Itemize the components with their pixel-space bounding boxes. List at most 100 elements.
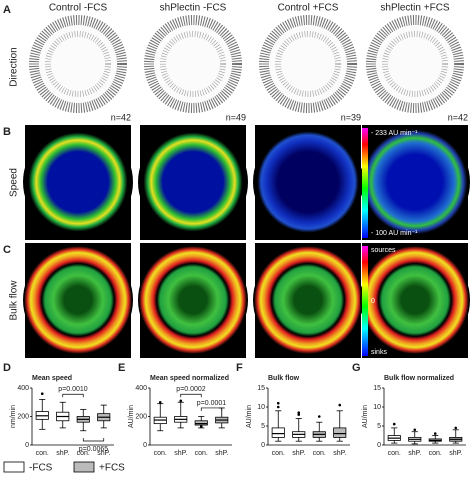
x-tick-label: shP. (56, 450, 69, 457)
flow-scale-top: sources (371, 247, 396, 254)
y-tick-label: 0 (261, 442, 265, 449)
significance-bracket (62, 393, 84, 398)
row-label: Speed (9, 168, 20, 197)
x-tick-label: shP. (215, 450, 228, 457)
x-tick-label: con. (77, 450, 90, 457)
y-tick-label: 0 (25, 442, 29, 449)
n-label: n=39 (341, 112, 361, 122)
speed-ring (23, 127, 133, 237)
outlier (392, 422, 396, 426)
y-tick-label: 5 (261, 423, 265, 430)
y-tick-label: 5 (377, 423, 381, 430)
direction-core (45, 31, 111, 97)
outlier (433, 432, 437, 435)
legend-label: +FCS (99, 463, 125, 474)
panel-letter: D (3, 362, 11, 374)
y-tick-label: 400 (135, 385, 147, 392)
outlier (338, 403, 342, 407)
direction-core (382, 31, 448, 97)
direction-core (160, 31, 226, 97)
flow-rings (23, 245, 133, 355)
panel-letter: B (3, 126, 11, 138)
chart-title: Mean speed (32, 375, 72, 382)
legend-label: -FCS (29, 463, 53, 474)
y-tick-label: 0 (143, 442, 147, 449)
outlier (317, 415, 321, 418)
significance-bracket (82, 438, 105, 442)
y-axis-label: AU/min (246, 405, 253, 428)
y-tick-label: 10 (257, 404, 265, 411)
panel-letter: G (352, 362, 361, 374)
outlier (297, 411, 301, 415)
flow-rings (360, 245, 470, 355)
legend-swatch (73, 461, 95, 473)
panel-letter: F (236, 362, 243, 374)
p-value: p=0.0001 (197, 400, 226, 407)
x-tick-label: con. (388, 450, 401, 457)
flow-scale-mid: 0 (371, 298, 375, 305)
panel-letter: C (3, 244, 11, 256)
y-tick-label: 10 (373, 404, 381, 411)
p-value: p=0.0010 (58, 386, 87, 393)
outlier (199, 425, 203, 428)
outlier (297, 413, 301, 416)
column-title: shPlectin +FCS (380, 3, 450, 14)
x-tick-label: shP. (333, 450, 346, 457)
x-tick-label: shP. (292, 450, 305, 457)
outlier (179, 399, 183, 403)
x-tick-label: con. (195, 450, 208, 457)
chart-title: Mean speed normalized (150, 375, 229, 382)
panel-letter: E (118, 362, 125, 374)
row-label: Direction (9, 47, 20, 86)
image-grid: n=42 n=49 n=39 n=42 - 233 AU min⁻¹ - 100 AU m… (23, 15, 470, 358)
speed-scale-min: - 100 AU min⁻¹ (371, 230, 418, 237)
x-tick-label: shP. (449, 450, 462, 457)
y-tick-label: 200 (135, 413, 147, 420)
flow-scale-bottom: sinks (371, 349, 387, 356)
y-axis-label: nm/min (10, 405, 17, 428)
p-value: p=0.0002 (176, 386, 205, 393)
row-label: Bulk flow (9, 280, 20, 321)
y-tick-label: 15 (373, 385, 381, 392)
x-tick-label: con. (429, 450, 442, 457)
speed-ring (138, 127, 248, 237)
box (271, 427, 285, 438)
p-value: p=0.0065 (79, 446, 108, 453)
speed-ring (360, 127, 470, 237)
panel-letter: A (3, 4, 11, 16)
box (194, 420, 208, 426)
x-tick-label: shP. (97, 450, 110, 457)
speed-ring (253, 127, 363, 237)
outlier (276, 405, 280, 409)
x-tick-label: shP. (174, 450, 187, 457)
flow-colorbar (362, 246, 368, 356)
box (333, 427, 347, 438)
x-tick-label: con. (272, 450, 285, 457)
speed-colorbar (362, 128, 368, 238)
x-tick-label: con. (313, 450, 326, 457)
outlier (413, 428, 417, 432)
n-label: n=42 (448, 112, 468, 122)
y-axis-label: AU/min (128, 405, 135, 428)
n-label: n=49 (226, 112, 246, 122)
chart-title: Bulk flow normalized (384, 375, 454, 382)
x-tick-label: shP. (408, 450, 421, 457)
legend-swatch (3, 461, 25, 473)
speed-scale-max: - 233 AU min⁻¹ (371, 130, 418, 137)
y-tick-label: 400 (17, 385, 29, 392)
flow-rings (138, 245, 248, 355)
x-tick-label: con. (154, 450, 167, 457)
y-axis-label: AU/min (362, 405, 369, 428)
direction-core (275, 31, 341, 97)
outlier (276, 401, 280, 405)
column-title: Control -FCS (49, 3, 108, 14)
flow-rings (253, 245, 363, 355)
x-tick-label: con. (36, 450, 49, 457)
n-label: n=42 (111, 112, 131, 122)
column-title: Control +FCS (278, 3, 339, 14)
outlier (158, 400, 162, 404)
outlier (454, 426, 458, 430)
y-tick-label: 200 (17, 413, 29, 420)
